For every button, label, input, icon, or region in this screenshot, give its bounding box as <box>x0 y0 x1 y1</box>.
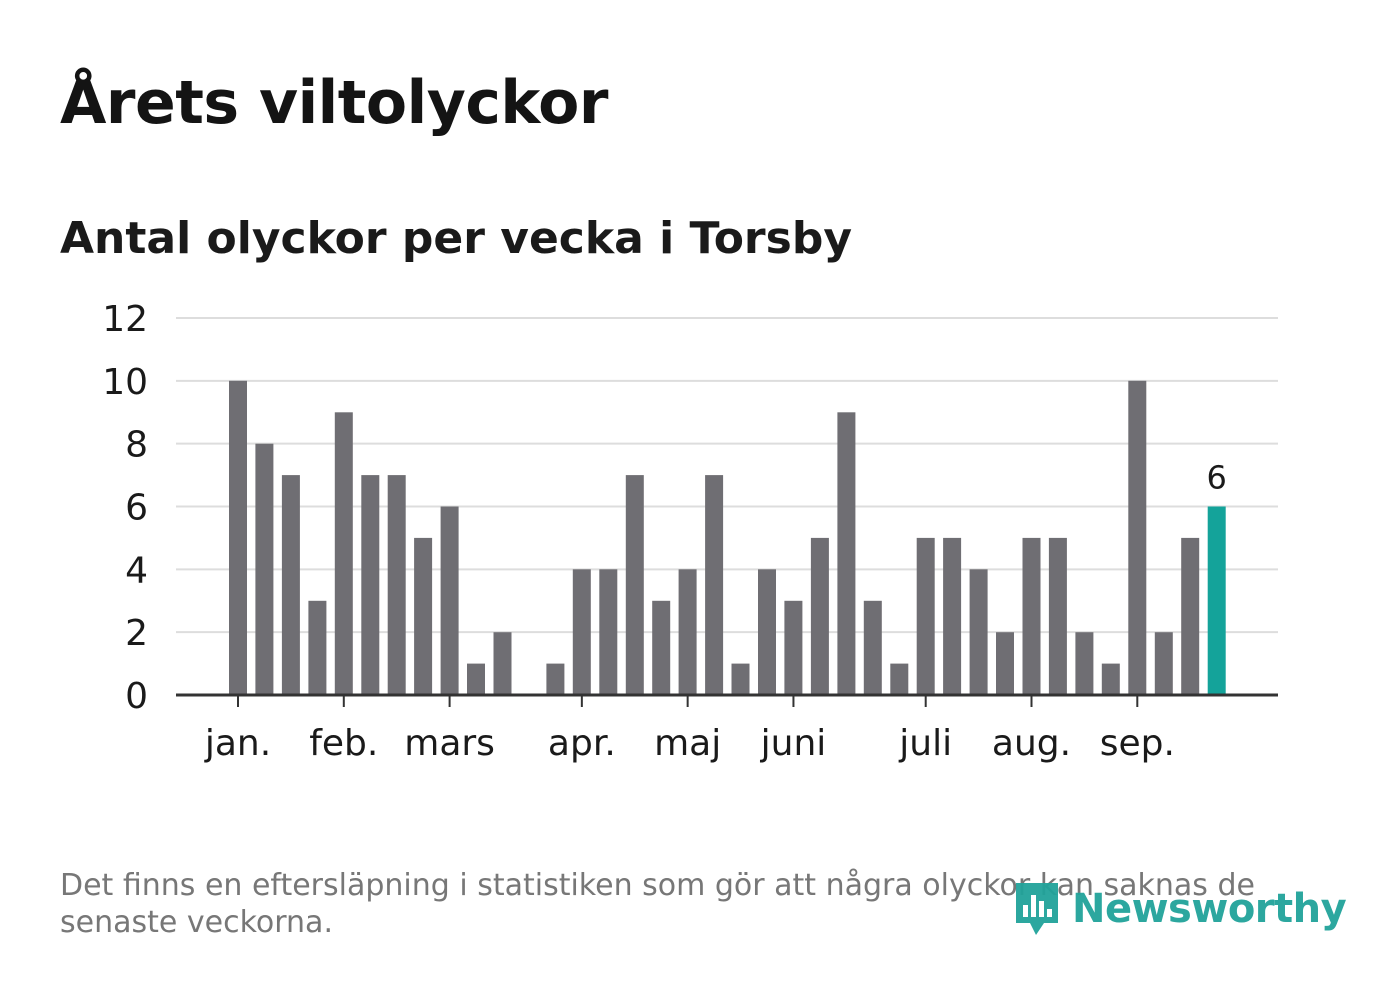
axes <box>176 693 1278 707</box>
logo-text: Newsworthy <box>1072 886 1347 932</box>
bar <box>493 632 512 695</box>
chart-subtitle: Antal olyckor per vecka i Torsby <box>60 213 852 264</box>
bar <box>837 412 856 696</box>
chart-title: Årets viltolyckor <box>60 68 609 138</box>
bar <box>1154 632 1173 695</box>
y-tick-label: 6 <box>125 488 148 529</box>
x-tick-label: apr. <box>548 723 616 764</box>
highlight-data-label: 6 <box>1206 459 1226 497</box>
labels: 0 2 4 6 8 10 12 6 jan. feb. mars apr. maj juni juli aug… <box>102 299 1227 764</box>
bar <box>1128 380 1147 695</box>
bars <box>229 380 1226 696</box>
bar <box>440 506 459 695</box>
bar <box>916 537 935 695</box>
bar <box>784 600 803 696</box>
y-tick-label: 8 <box>125 425 148 466</box>
y-tick-label: 10 <box>102 362 148 403</box>
bar <box>361 475 380 695</box>
x-tick-label: juli <box>898 723 952 764</box>
bar <box>996 632 1014 695</box>
newsworthy-logo: Newsworthy <box>1012 878 1347 940</box>
bar <box>731 663 750 695</box>
bar <box>572 569 591 695</box>
bar <box>678 569 697 695</box>
bar <box>467 663 485 695</box>
x-tick-label: jan. <box>204 723 271 764</box>
y-tick-label: 2 <box>125 613 148 654</box>
x-tick-label: mars <box>404 723 495 764</box>
bar <box>625 475 644 695</box>
bar <box>943 537 962 695</box>
y-tick-label: 12 <box>102 299 148 340</box>
bar <box>1181 537 1200 695</box>
gridlines <box>176 317 1278 634</box>
y-tick-label: 0 <box>125 676 148 717</box>
bar <box>414 537 433 695</box>
bar <box>810 537 829 695</box>
bar <box>969 569 988 695</box>
x-tick-label: maj <box>654 723 721 764</box>
bar <box>890 663 909 695</box>
bar <box>1022 537 1041 695</box>
bar <box>1101 663 1120 695</box>
bar <box>334 412 353 696</box>
bar <box>387 475 406 695</box>
bar <box>652 600 671 696</box>
bar <box>758 569 776 695</box>
bar <box>546 663 565 695</box>
bar-highlighted <box>1207 506 1226 695</box>
x-tick-label: feb. <box>309 723 378 764</box>
bar <box>599 569 618 695</box>
x-tick-label: aug. <box>992 723 1071 764</box>
bar <box>255 443 274 695</box>
bar <box>1048 537 1067 695</box>
bar <box>705 475 724 695</box>
bar <box>1075 632 1094 695</box>
bar <box>863 600 882 696</box>
x-tick-label: juni <box>760 723 827 764</box>
bar <box>281 475 300 695</box>
bar <box>229 380 247 695</box>
newsworthy-chart-bubble-icon <box>1016 883 1058 935</box>
bar <box>308 600 327 696</box>
y-tick-label: 4 <box>125 550 148 591</box>
x-tick-label: sep. <box>1100 723 1175 764</box>
